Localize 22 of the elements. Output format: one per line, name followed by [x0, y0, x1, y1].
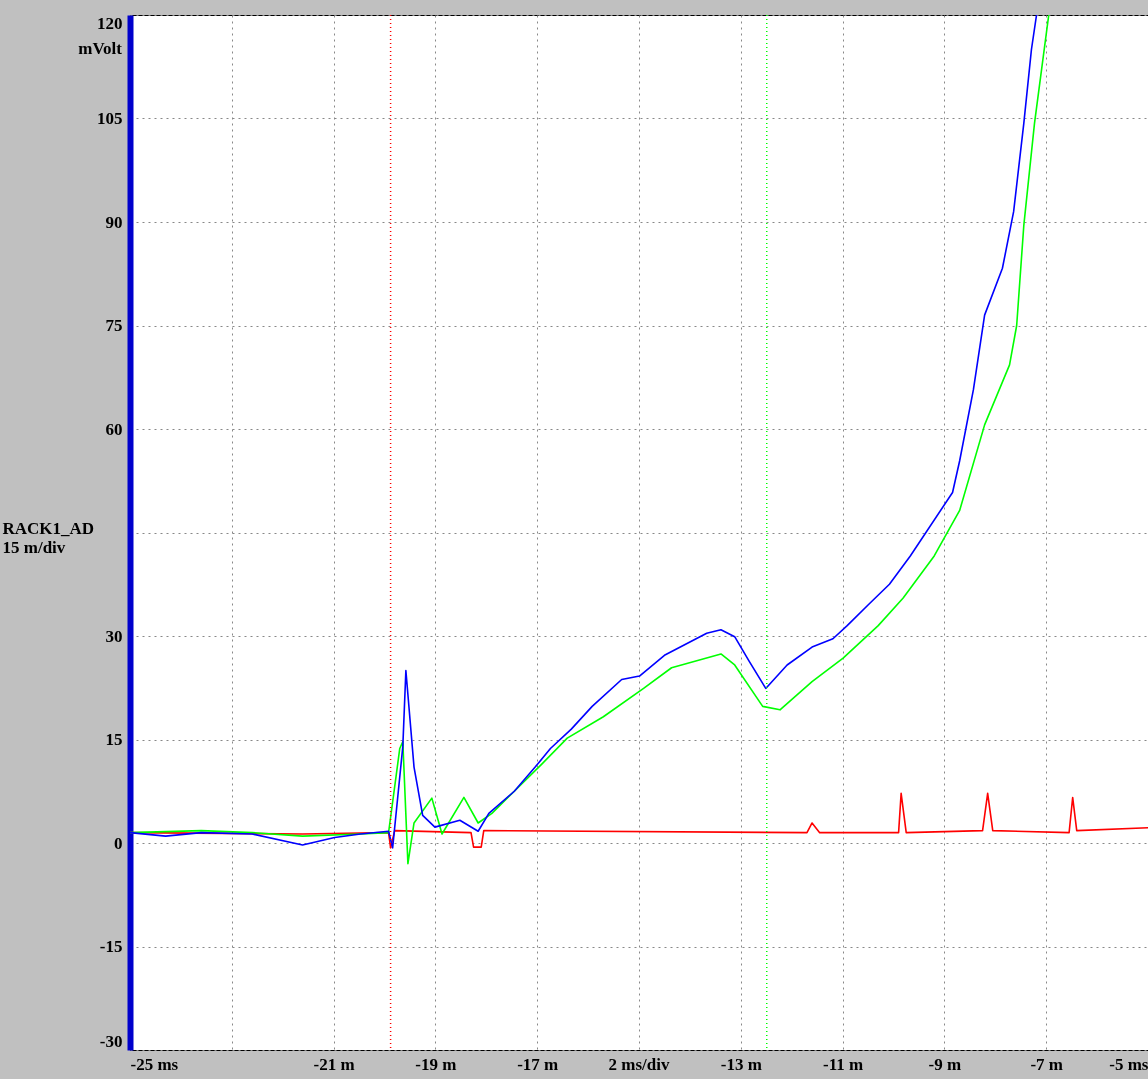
x-tick-label: -19 m: [415, 1054, 457, 1074]
y-tick-label: -15: [99, 937, 123, 956]
y-tick-label: 75: [105, 316, 123, 335]
y-tick-label: -30: [99, 1031, 123, 1051]
x-tick-label: -25 ms: [130, 1054, 179, 1074]
x-tick-label: -9 m: [928, 1054, 962, 1074]
x-tick-label: -7 m: [1030, 1054, 1063, 1074]
y-tick-label: 105: [97, 109, 123, 128]
y-tick-label: 60: [105, 419, 123, 439]
x-tick-label: -11 m: [823, 1054, 864, 1074]
x-axis-title: 2 ms/div: [608, 1055, 670, 1074]
x-tick-label: -17 m: [517, 1054, 559, 1074]
x-tick-label: -5 ms: [1109, 1054, 1148, 1074]
y-tick-label: 90: [105, 212, 123, 232]
y-tick-label: 30: [105, 626, 123, 646]
x-tick-label: -13 m: [720, 1054, 762, 1074]
y-tick-label: 0: [114, 833, 123, 853]
x-tick-label: -21 m: [313, 1054, 355, 1074]
y-tick-label: 120: [97, 13, 123, 33]
text: mVolt: [78, 39, 123, 58]
y-tick-label: 15: [105, 730, 123, 749]
y-axis-title: RACK1_AD 15 m/div: [2, 519, 95, 557]
